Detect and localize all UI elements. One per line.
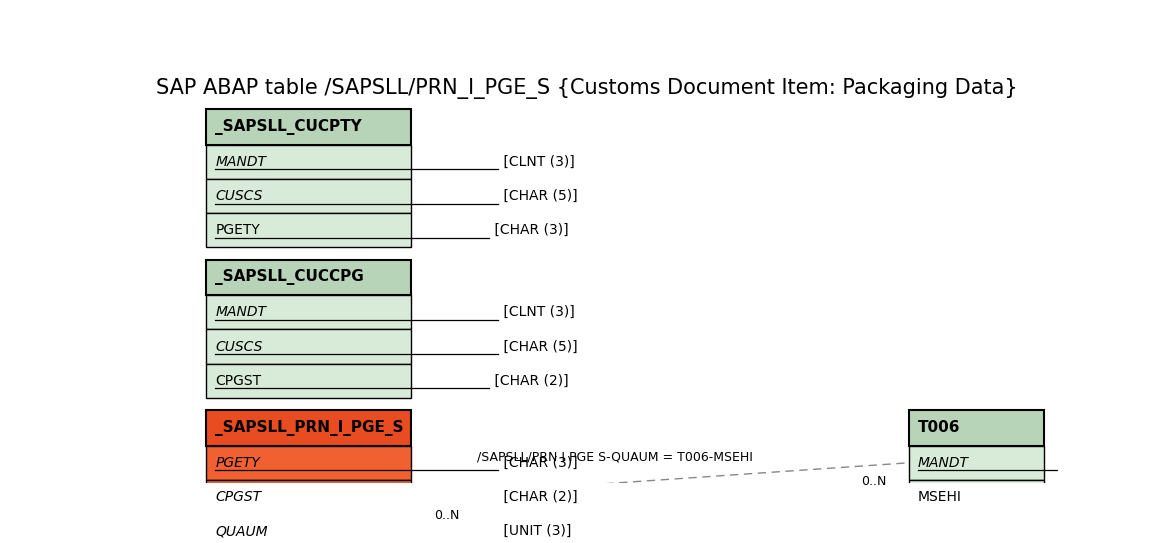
Text: MANDT: MANDT <box>918 456 969 470</box>
Text: 0..N: 0..N <box>861 475 887 488</box>
Text: [CHAR (2)]: [CHAR (2)] <box>499 490 577 504</box>
Text: [CHAR (5)]: [CHAR (5)] <box>499 189 577 203</box>
Bar <box>206 179 412 213</box>
Text: _SAPSLL_CUCCPG: _SAPSLL_CUCCPG <box>215 269 365 286</box>
Bar <box>206 330 412 364</box>
Bar <box>206 213 412 248</box>
Text: MSEHI: MSEHI <box>918 490 962 504</box>
Text: PGETY: PGETY <box>215 456 260 470</box>
Bar <box>206 446 412 480</box>
Bar <box>206 480 412 514</box>
Text: T006: T006 <box>918 420 961 435</box>
Text: SAP ABAP table /SAPSLL/PRN_I_PGE_S {Customs Document Item: Packaging Data}: SAP ABAP table /SAPSLL/PRN_I_PGE_S {Cust… <box>156 78 1017 99</box>
Text: MANDT: MANDT <box>215 155 266 169</box>
Text: [CLNT (3)]: [CLNT (3)] <box>499 305 575 319</box>
Text: CPGST: CPGST <box>215 374 261 388</box>
Text: CPGST: CPGST <box>215 490 261 504</box>
Text: [CLNT (3)]: [CLNT (3)] <box>499 155 575 169</box>
Text: [CHAR (2)]: [CHAR (2)] <box>489 374 568 388</box>
Text: MANDT: MANDT <box>215 305 266 319</box>
Text: [CHAR (5)]: [CHAR (5)] <box>499 339 577 353</box>
Text: 0..N: 0..N <box>434 509 460 522</box>
Bar <box>206 144 412 179</box>
Bar <box>909 410 1044 446</box>
Bar <box>206 410 412 446</box>
Text: [UNIT (3)]: [UNIT (3)] <box>499 525 572 538</box>
Text: QUAUM: QUAUM <box>215 525 268 538</box>
Text: [CHAR (3)]: [CHAR (3)] <box>499 456 577 470</box>
Bar <box>206 260 412 295</box>
Text: PGETY: PGETY <box>215 223 260 237</box>
Text: _SAPSLL_PRN_I_PGE_S: _SAPSLL_PRN_I_PGE_S <box>215 420 403 436</box>
Bar <box>909 446 1044 480</box>
Text: CUSCS: CUSCS <box>215 339 262 353</box>
Text: /SAPSLL/PRN I PGE S-QUAUM = T006-MSEHI: /SAPSLL/PRN I PGE S-QUAUM = T006-MSEHI <box>476 450 753 463</box>
Text: [CHAR (3)]: [CHAR (3)] <box>489 223 568 237</box>
Bar <box>206 514 412 543</box>
Text: _SAPSLL_CUCPTY: _SAPSLL_CUCPTY <box>215 119 362 135</box>
Bar <box>206 295 412 330</box>
Bar <box>206 109 412 144</box>
Text: CUSCS: CUSCS <box>215 189 262 203</box>
Bar <box>206 364 412 398</box>
Bar <box>909 480 1044 514</box>
